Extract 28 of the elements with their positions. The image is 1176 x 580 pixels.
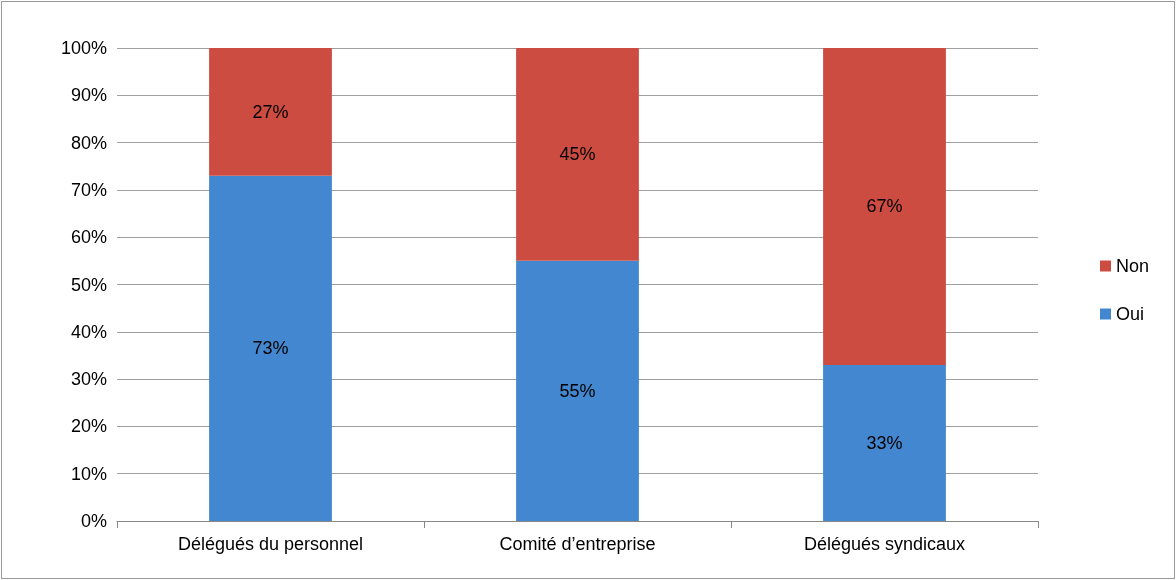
y-tick-label: 0% [80,511,107,531]
data-label: 67% [866,196,903,217]
bar [516,260,639,521]
y-tick-label: 90% [70,85,107,106]
data-label: 45% [559,144,596,165]
bar [823,364,946,521]
bar [516,48,639,261]
y-tick-label: 70% [70,179,107,200]
x-tick-label: Délégués du personnel [177,534,364,554]
data-label: 27% [252,101,289,122]
legend-label: Non [1115,256,1150,276]
bar [209,175,332,521]
y-tick-label: 50% [70,274,107,295]
bar [823,48,946,365]
bar [209,48,332,176]
data-label: 55% [559,380,596,401]
y-tick-label: 30% [70,369,107,390]
legend-label: Oui [1115,304,1144,324]
y-tick-label: 80% [70,132,107,153]
y-tick-label: 20% [70,416,107,437]
y-tick-label: 40% [70,321,107,342]
y-tick-label: 60% [70,227,107,248]
data-label: 33% [866,432,903,453]
x-tick-label: Comité d’entreprise [499,534,656,554]
x-tick-label: Délégués syndicaux [803,534,966,554]
data-label: 73% [252,338,289,359]
y-tick-label: 100% [60,38,107,58]
y-tick-label: 10% [70,463,107,484]
